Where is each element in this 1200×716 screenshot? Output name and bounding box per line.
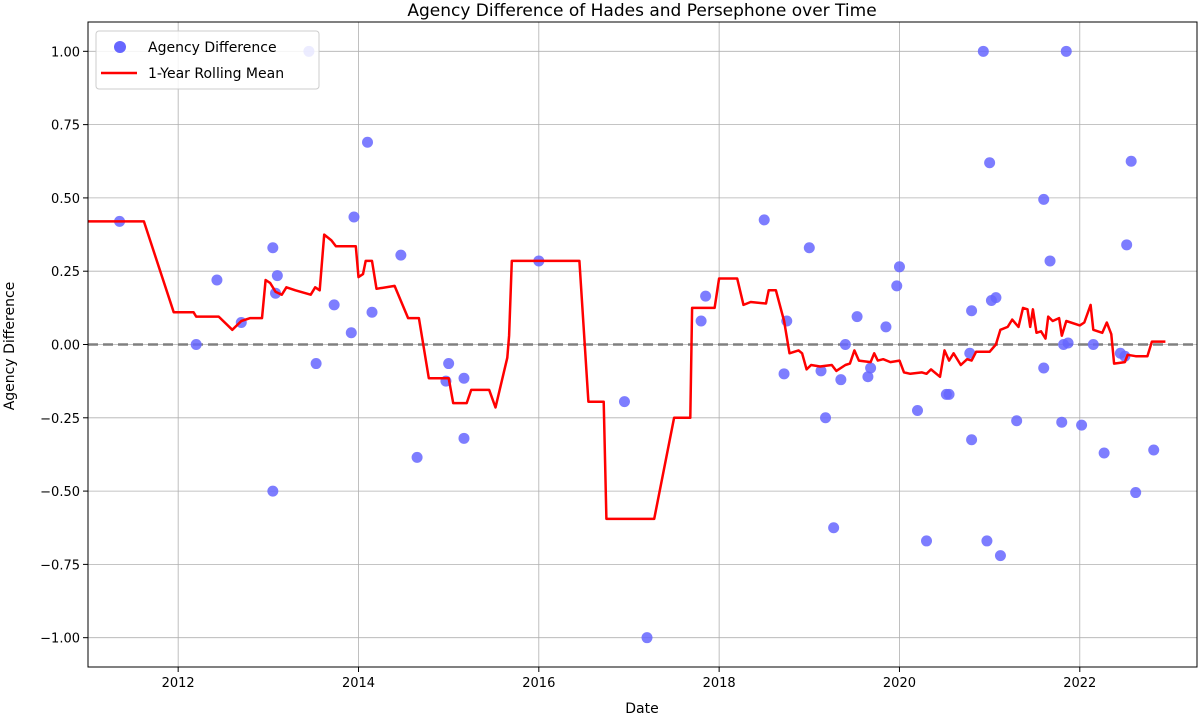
- data-point: [815, 365, 827, 377]
- data-point: [1060, 45, 1072, 57]
- data-point: [839, 339, 851, 350]
- y-tick-label: 0.75: [51, 119, 80, 134]
- data-point: [362, 136, 374, 148]
- data-point: [348, 211, 360, 223]
- y-axis-label: Agency Difference: [2, 282, 18, 411]
- data-point: [984, 157, 996, 169]
- y-tick-label: −0.25: [40, 412, 80, 427]
- x-tick-label: 2014: [342, 676, 375, 691]
- data-point: [1076, 419, 1088, 431]
- data-point: [943, 388, 955, 400]
- data-point: [862, 371, 874, 383]
- x-axis-ticks: 2012 2014 2016 2018 2020 2022: [162, 667, 1096, 691]
- data-point: [270, 287, 282, 299]
- y-tick-label: −1.00: [40, 632, 80, 647]
- data-point: [443, 358, 455, 370]
- y-tick-label: 0.50: [51, 192, 80, 207]
- x-tick-label: 2022: [1063, 676, 1096, 691]
- data-point: [1011, 415, 1023, 427]
- chart-title: Agency Difference of Hades and Persephon…: [407, 1, 876, 21]
- y-tick-label: 0.25: [51, 265, 80, 280]
- data-point: [1098, 447, 1110, 459]
- data-point: [803, 242, 815, 254]
- y-axis-ticks: −1.00 −0.75 −0.50 −0.25 0.00 0.25 0.50 0.75 1.00: [40, 45, 88, 647]
- data-point: [1038, 193, 1050, 205]
- data-point: [966, 305, 978, 317]
- data-point: [366, 306, 378, 318]
- data-point: [911, 404, 923, 416]
- data-point: [990, 292, 1002, 304]
- x-tick-label: 2020: [883, 676, 916, 691]
- data-point: [345, 327, 357, 339]
- data-point: [1038, 362, 1050, 374]
- data-point: [820, 412, 832, 424]
- x-tick-label: 2012: [162, 676, 195, 691]
- data-point: [778, 368, 790, 380]
- scatter-series: [114, 45, 1160, 644]
- data-point: [1148, 444, 1160, 456]
- data-point: [851, 311, 863, 323]
- data-point: [891, 280, 903, 292]
- data-point: [994, 550, 1006, 562]
- legend-label-line: 1-Year Rolling Mean: [148, 66, 284, 82]
- legend: Agency Difference 1-Year Rolling Mean: [95, 30, 320, 90]
- data-point: [411, 451, 423, 463]
- data-point: [641, 632, 653, 644]
- rolling-mean-series: [88, 220, 1166, 521]
- data-point: [835, 374, 847, 386]
- data-point: [1087, 339, 1099, 350]
- y-tick-label: 0.00: [51, 339, 80, 354]
- data-point: [1062, 337, 1074, 349]
- data-point: [211, 274, 223, 286]
- data-point: [310, 358, 322, 370]
- data-point: [458, 432, 470, 444]
- data-point: [921, 535, 933, 547]
- data-point: [1130, 487, 1142, 499]
- data-point: [1121, 239, 1133, 251]
- data-point: [981, 535, 993, 547]
- data-point: [880, 321, 892, 333]
- x-tick-label: 2016: [522, 676, 555, 691]
- data-point: [267, 242, 279, 254]
- data-point: [828, 522, 840, 534]
- data-point: [893, 261, 905, 273]
- data-point: [1125, 155, 1137, 167]
- legend-box: [95, 30, 320, 90]
- data-point: [458, 372, 470, 384]
- y-tick-label: 1.00: [51, 45, 80, 60]
- data-point: [1044, 255, 1056, 267]
- data-point: [618, 396, 630, 408]
- data-point: [395, 249, 407, 261]
- data-point: [1056, 416, 1068, 428]
- data-point: [190, 339, 202, 350]
- data-point: [700, 290, 712, 302]
- y-tick-label: −0.75: [40, 558, 80, 573]
- data-point: [758, 214, 770, 226]
- legend-label-scatter: Agency Difference: [148, 40, 277, 56]
- y-tick-label: −0.50: [40, 485, 80, 500]
- rolling-mean-line: [88, 220, 1166, 521]
- data-point: [865, 362, 877, 374]
- data-point: [271, 270, 283, 282]
- x-axis-label: Date: [625, 701, 658, 716]
- data-point: [977, 45, 989, 57]
- legend-scatter-marker: [114, 41, 126, 53]
- data-point: [966, 434, 978, 446]
- data-point: [1119, 350, 1131, 362]
- data-point: [695, 315, 707, 327]
- data-point: [267, 485, 279, 497]
- data-point: [328, 299, 340, 311]
- x-tick-label: 2018: [703, 676, 736, 691]
